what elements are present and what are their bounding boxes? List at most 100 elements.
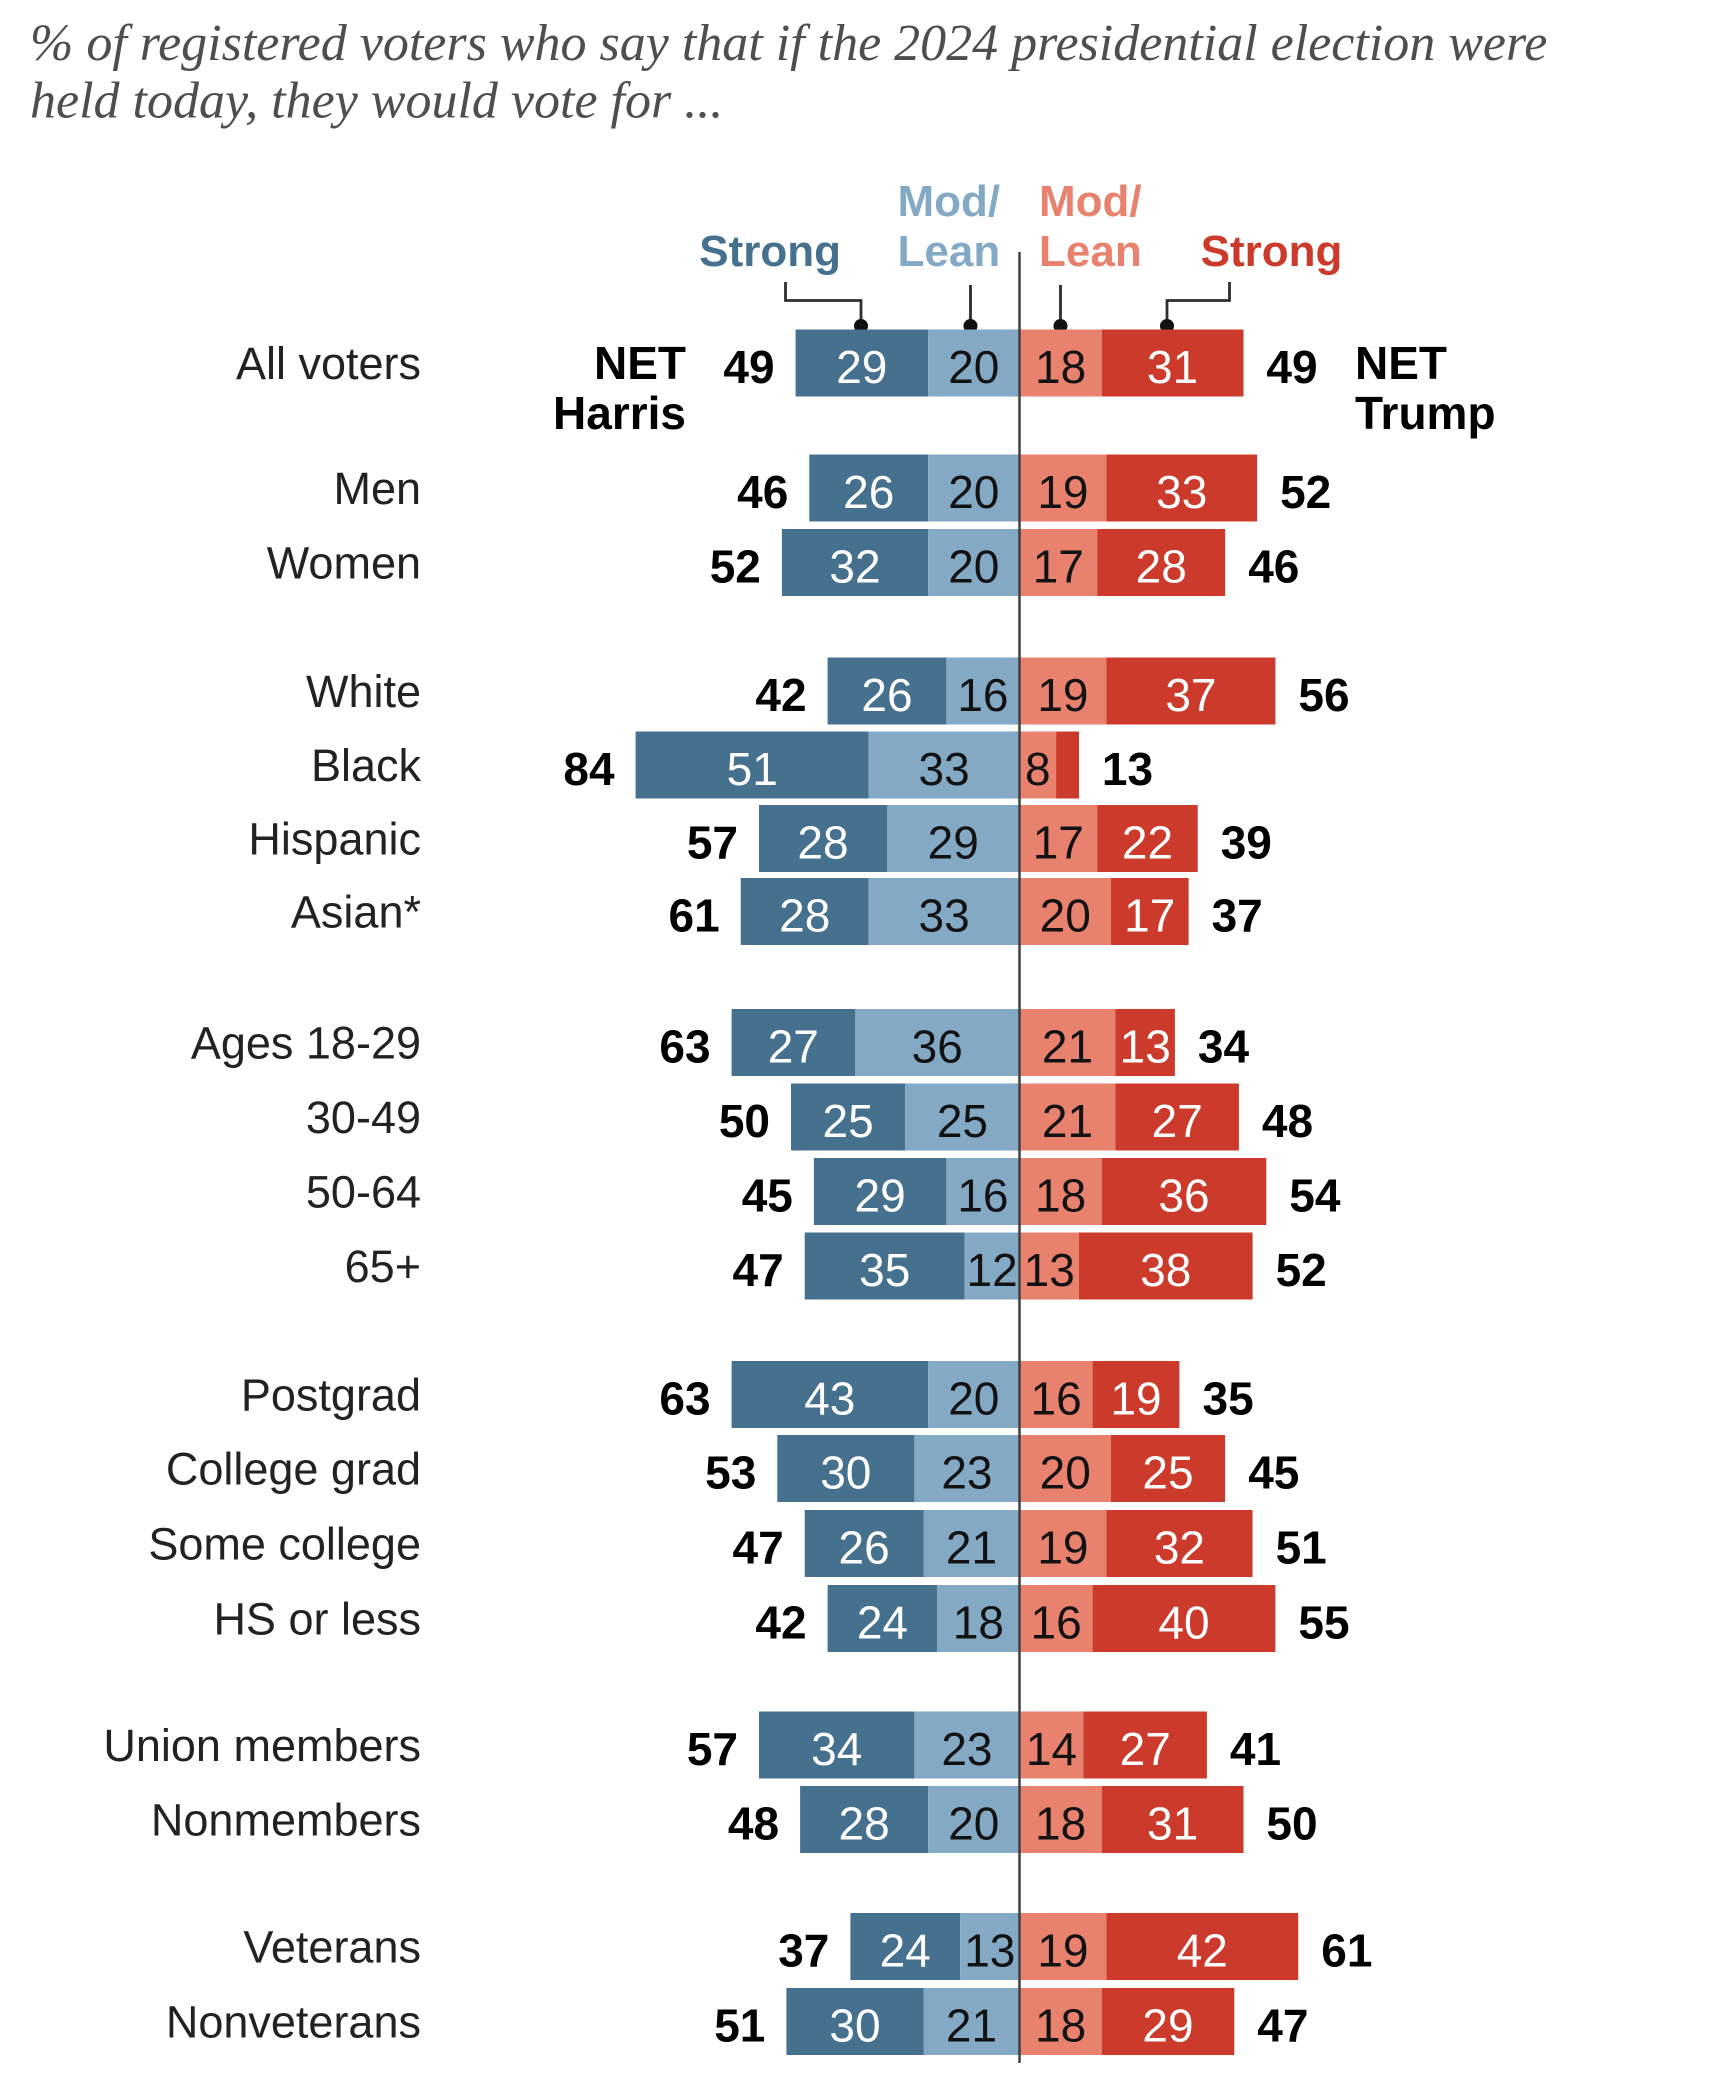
svg-text:34: 34 [1198,1021,1250,1073]
svg-text:Black: Black [311,740,422,791]
svg-text:61: 61 [1321,1925,1372,1977]
svg-text:48: 48 [1262,1095,1313,1147]
svg-text:21: 21 [946,2000,997,2052]
svg-text:HS or less: HS or less [213,1594,421,1645]
svg-text:Veterans: Veterans [243,1922,421,1973]
svg-text:Strong: Strong [699,227,841,276]
svg-text:65+: 65+ [345,1241,421,1292]
svg-text:18: 18 [1035,1170,1086,1222]
svg-text:57: 57 [687,1723,738,1775]
svg-text:Some college: Some college [148,1519,421,1570]
svg-text:College grad: College grad [166,1444,421,1495]
svg-text:White: White [306,666,421,717]
svg-text:42: 42 [755,669,806,721]
svg-text:56: 56 [1298,669,1349,721]
svg-text:33: 33 [919,890,970,942]
svg-text:17: 17 [1124,890,1175,942]
svg-text:50: 50 [719,1095,770,1147]
svg-text:19: 19 [1037,1522,1088,1574]
svg-text:50: 50 [1266,1798,1317,1850]
svg-text:49: 49 [1266,341,1317,393]
svg-text:All voters: All voters [236,338,421,389]
svg-text:31: 31 [1147,1798,1198,1850]
svg-text:Hispanic: Hispanic [248,814,421,865]
svg-text:27: 27 [768,1021,819,1073]
svg-text:16: 16 [1031,1597,1082,1649]
svg-text:43: 43 [804,1373,855,1425]
svg-text:27: 27 [1120,1723,1171,1775]
svg-text:NET: NET [594,337,686,389]
svg-text:23: 23 [941,1447,992,1499]
svg-text:84: 84 [563,743,615,795]
svg-text:63: 63 [659,1021,710,1073]
svg-text:Union members: Union members [103,1720,421,1771]
svg-text:held today, they would vote fo: held today, they would vote for ... [30,73,723,130]
svg-text:46: 46 [737,466,788,518]
svg-text:26: 26 [861,669,912,721]
svg-text:21: 21 [1042,1021,1093,1073]
svg-text:47: 47 [733,1244,784,1296]
svg-text:13: 13 [1024,1244,1075,1296]
svg-text:8: 8 [1025,743,1051,795]
svg-text:Lean: Lean [898,227,1001,276]
svg-text:38: 38 [1140,1244,1191,1296]
svg-text:25: 25 [1142,1447,1193,1499]
svg-text:19: 19 [1037,1925,1088,1977]
svg-text:20: 20 [1040,1447,1091,1499]
svg-text:19: 19 [1110,1373,1161,1425]
svg-text:17: 17 [1033,817,1084,869]
svg-text:52: 52 [1280,466,1331,518]
svg-text:18: 18 [953,1597,1004,1649]
svg-text:Asian*: Asian* [291,887,421,938]
svg-text:29: 29 [836,341,887,393]
svg-text:45: 45 [742,1170,793,1222]
svg-text:33: 33 [919,743,970,795]
svg-text:41: 41 [1230,1723,1281,1775]
svg-text:63: 63 [659,1373,710,1425]
svg-text:Nonveterans: Nonveterans [166,1997,421,2048]
svg-text:29: 29 [928,817,979,869]
svg-text:21: 21 [1042,1095,1093,1147]
svg-text:23: 23 [941,1723,992,1775]
svg-text:Lean: Lean [1039,227,1142,276]
svg-text:61: 61 [669,890,720,942]
svg-text:27: 27 [1152,1095,1203,1147]
svg-text:28: 28 [797,817,848,869]
svg-text:30: 30 [820,1447,871,1499]
svg-text:37: 37 [1212,890,1263,942]
svg-text:20: 20 [948,1798,999,1850]
svg-text:28: 28 [839,1798,890,1850]
svg-text:48: 48 [728,1798,779,1850]
svg-text:34: 34 [811,1723,862,1775]
svg-text:52: 52 [710,541,761,593]
svg-text:45: 45 [1248,1447,1299,1499]
svg-text:28: 28 [779,890,830,942]
svg-text:39: 39 [1221,817,1272,869]
svg-text:40: 40 [1158,1597,1209,1649]
svg-text:24: 24 [880,1925,931,1977]
svg-text:50-64: 50-64 [306,1167,421,1218]
svg-text:25: 25 [823,1095,874,1147]
svg-text:16: 16 [1031,1373,1082,1425]
svg-text:21: 21 [946,1522,997,1574]
svg-text:31: 31 [1147,341,1198,393]
svg-text:Nonmembers: Nonmembers [151,1795,421,1846]
svg-text:57: 57 [687,817,738,869]
svg-text:18: 18 [1035,2000,1086,2052]
svg-text:29: 29 [1142,2000,1193,2052]
svg-text:20: 20 [948,541,999,593]
svg-text:51: 51 [1276,1522,1327,1574]
svg-text:% of registered voters who say: % of registered voters who say that if t… [30,15,1547,72]
svg-text:37: 37 [1165,669,1216,721]
svg-text:13: 13 [964,1925,1015,1977]
svg-text:35: 35 [1203,1373,1254,1425]
svg-text:NET: NET [1355,337,1447,389]
svg-text:16: 16 [957,1170,1008,1222]
svg-text:29: 29 [855,1170,906,1222]
svg-text:35: 35 [859,1244,910,1296]
svg-text:18: 18 [1035,1798,1086,1850]
svg-text:52: 52 [1276,1244,1327,1296]
svg-text:55: 55 [1298,1597,1349,1649]
svg-text:28: 28 [1136,541,1187,593]
svg-text:18: 18 [1035,341,1086,393]
